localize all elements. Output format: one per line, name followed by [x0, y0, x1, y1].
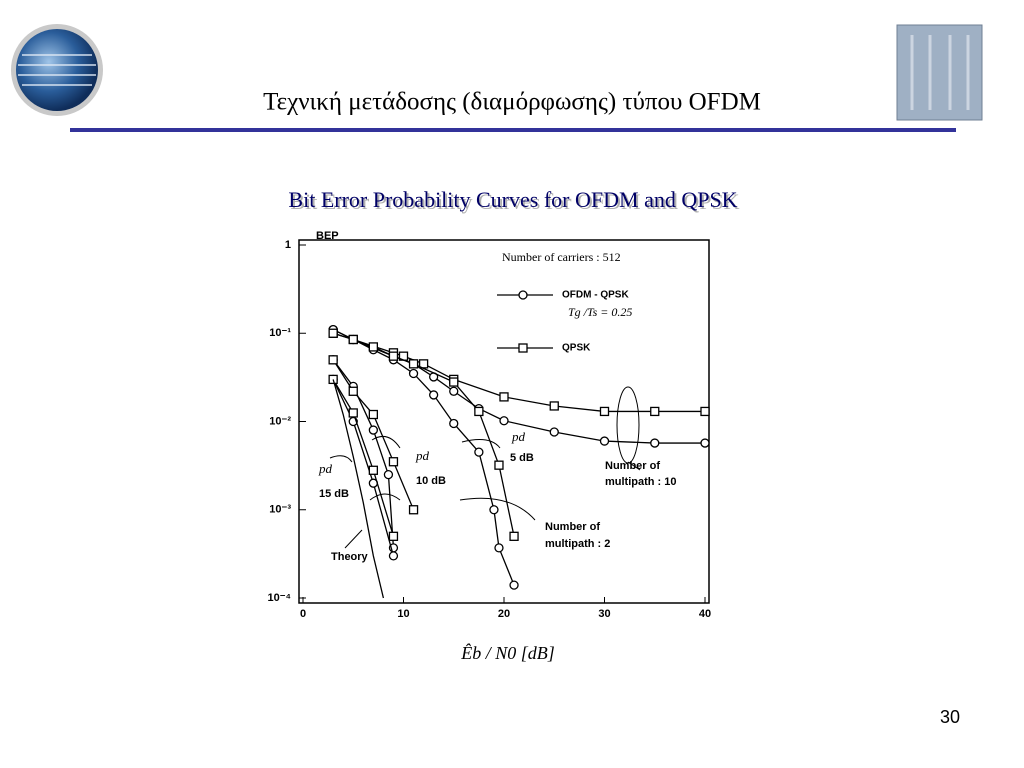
annotation: multipath : 10: [605, 476, 677, 488]
point: [388, 551, 399, 561]
legend-marker: [518, 290, 528, 300]
point: [449, 418, 459, 429]
annotation: multipath : 2: [545, 538, 610, 550]
point: [368, 425, 379, 435]
y-tick-label: 10⁻⁴: [268, 592, 291, 604]
series-line: [332, 379, 395, 537]
y-tick-label: 10⁻¹: [269, 327, 291, 339]
point: [599, 406, 610, 417]
annotation: pd: [511, 429, 526, 444]
point: [348, 334, 358, 345]
legend-label: OFDM - QPSK: [562, 290, 629, 301]
point: [368, 465, 379, 475]
y-tick-label: 10⁻³: [269, 504, 291, 516]
callouts: [329, 386, 641, 549]
chart-title-shadow: Bit Error Probability Curves for OFDM an…: [290, 189, 739, 214]
point: [348, 386, 358, 396]
point: [408, 505, 419, 515]
annotation: Tg /Ts = 0.25: [568, 305, 632, 319]
y-tick-label: 1: [285, 239, 291, 251]
legend-label: QPSK: [562, 343, 591, 354]
curve-label: Theory: [331, 551, 369, 563]
point: [549, 427, 559, 437]
point: [328, 355, 338, 365]
x-tick-label: 30: [598, 608, 610, 620]
y-axis-label: BEP: [316, 230, 339, 242]
point: [549, 401, 559, 411]
point: [509, 531, 519, 541]
y-tick-label: 10⁻²: [269, 415, 291, 427]
annotation: 15 dB: [319, 488, 349, 500]
plot: 0 10 20 30 40 10⁻⁴ 10⁻³ 10⁻² 10⁻¹ 1 OFDM - QPSK QPS…: [268, 239, 712, 620]
point: [408, 368, 419, 379]
x-tick-label: 0: [300, 608, 306, 620]
annotation: Number of: [545, 521, 600, 533]
x-tick-label: 40: [699, 608, 711, 620]
point: [368, 342, 379, 352]
page-number: 30: [940, 707, 960, 727]
header-rule: [70, 128, 956, 132]
point: [449, 386, 459, 396]
point: [499, 392, 509, 402]
legend-marker: [518, 343, 528, 353]
point: [474, 406, 484, 417]
point: [449, 377, 459, 387]
x-tick-label: 10: [397, 608, 409, 620]
annotation: 5 dB: [510, 452, 534, 464]
annotation: Number of: [605, 460, 660, 472]
chart-title: Bit Error Probability Curves for OFDM an…: [288, 187, 737, 212]
x-axis-label: Êb / N0 [dB]: [460, 642, 555, 663]
point: [494, 543, 504, 553]
annotation: pd: [415, 448, 430, 463]
point: [509, 580, 519, 590]
point: [383, 469, 394, 480]
series-line: [332, 379, 395, 557]
point: [368, 409, 379, 420]
point: [428, 390, 439, 400]
point: [599, 436, 610, 446]
point: [700, 406, 710, 417]
point: [388, 531, 399, 541]
point: [494, 460, 504, 470]
series-line: [332, 379, 385, 599]
point: [328, 328, 338, 338]
point: [700, 438, 710, 448]
annotation: 10 dB: [416, 475, 446, 487]
slide-title: Τεχνική μετάδοσης (διαμόρφωσης) τύπου OF…: [263, 89, 761, 116]
logo-right: [896, 24, 983, 121]
point: [408, 359, 419, 369]
point: [348, 408, 358, 418]
point: [474, 447, 484, 457]
point: [388, 351, 399, 361]
point: [650, 438, 660, 448]
x-tick-label: 20: [498, 608, 510, 620]
point: [489, 505, 499, 515]
point: [650, 406, 660, 417]
annotation: Number of carriers : 512: [502, 250, 621, 264]
point: [388, 457, 399, 467]
annotation: pd: [318, 461, 333, 476]
logo-left: [11, 24, 103, 116]
point: [499, 416, 509, 426]
